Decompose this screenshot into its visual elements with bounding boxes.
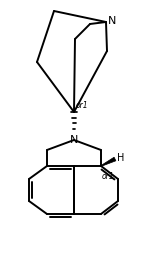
Text: N: N: [108, 16, 116, 26]
Text: H: H: [117, 153, 124, 163]
Polygon shape: [101, 157, 116, 166]
Text: or1: or1: [76, 101, 89, 110]
Text: or1: or1: [102, 172, 115, 181]
Text: N: N: [70, 135, 78, 145]
